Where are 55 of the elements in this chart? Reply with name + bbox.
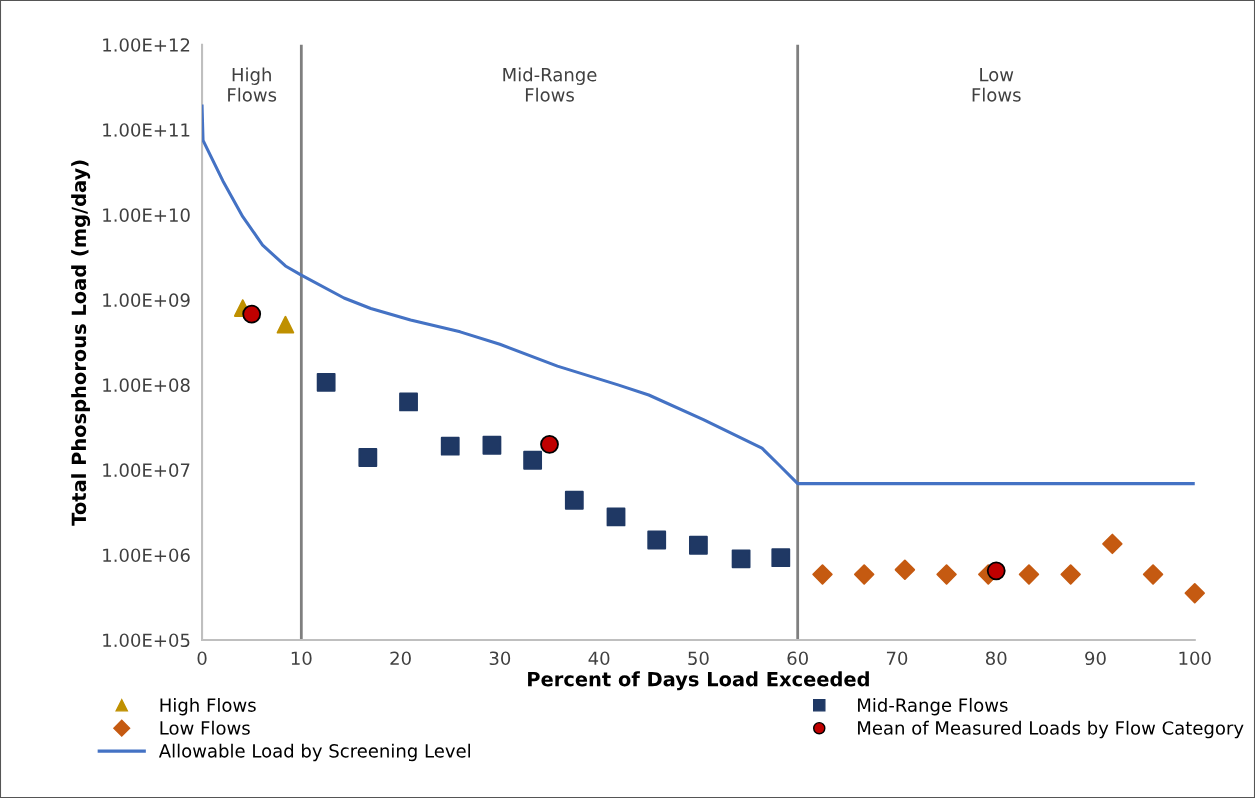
point bbox=[606, 507, 626, 527]
y-tick-label: 1.00E+10 bbox=[103, 208, 190, 222]
point bbox=[564, 490, 584, 510]
legend-label: Mean of Measured Loads by Flow Category bbox=[858, 720, 1244, 739]
legend-label: High Flows bbox=[160, 697, 256, 716]
point bbox=[316, 372, 336, 392]
x-tick-label: 50 bbox=[688, 651, 709, 666]
x-axis-title: Percent of Days Load Exceeded bbox=[528, 671, 869, 691]
x-tick-label: 0 bbox=[197, 651, 207, 666]
point bbox=[523, 450, 543, 470]
point bbox=[647, 530, 667, 550]
point bbox=[853, 564, 875, 585]
point bbox=[399, 392, 418, 412]
point bbox=[1102, 533, 1123, 555]
point bbox=[812, 564, 833, 585]
point bbox=[1060, 564, 1081, 585]
point bbox=[731, 549, 751, 569]
annotation: Mid-Range Flows bbox=[503, 67, 597, 102]
legend-label: Mid-Range Flows bbox=[858, 697, 1008, 716]
y-tick-label: 1.00E+12 bbox=[103, 38, 190, 52]
annotation: Low Flows bbox=[972, 68, 1021, 102]
x-tick-label: 80 bbox=[985, 651, 1007, 666]
point bbox=[936, 564, 957, 585]
point bbox=[482, 435, 502, 455]
y-tick-label: 1.00E+06 bbox=[103, 548, 190, 563]
legend-label: Allowable Load by Screening Level bbox=[158, 743, 470, 762]
line-series bbox=[202, 104, 1195, 486]
point bbox=[1018, 564, 1040, 585]
y-tick-label: 1.00E+11 bbox=[103, 123, 190, 137]
x-tick-label: 30 bbox=[489, 651, 511, 666]
point bbox=[276, 315, 295, 334]
y-tick-label: 1.00E+05 bbox=[103, 633, 190, 648]
x-tick-label: 60 bbox=[787, 651, 808, 666]
point bbox=[1142, 564, 1164, 585]
point bbox=[358, 448, 378, 467]
x-tick-label: 90 bbox=[1085, 651, 1106, 666]
x-tick-label: 20 bbox=[390, 651, 411, 666]
annotation: High Flows bbox=[228, 67, 277, 102]
point bbox=[440, 436, 460, 456]
point bbox=[242, 304, 262, 324]
point bbox=[771, 548, 791, 568]
y-tick-label: 1.00E+09 bbox=[103, 293, 190, 307]
y-axis-title: Total Phosphorous Load (mg/day) bbox=[71, 160, 91, 526]
point bbox=[894, 559, 916, 580]
point bbox=[1184, 582, 1205, 604]
point bbox=[540, 434, 559, 454]
y-tick-label: 1.00E+08 bbox=[103, 378, 190, 392]
y-tick-label: 1.00E+07 bbox=[103, 463, 190, 478]
x-tick-label: 100 bbox=[1179, 651, 1211, 666]
x-tick-label: 10 bbox=[291, 651, 312, 666]
legend-label: Low Flows bbox=[160, 720, 250, 735]
point bbox=[688, 535, 708, 555]
x-tick-label: 70 bbox=[886, 651, 908, 666]
point bbox=[986, 561, 1006, 581]
x-tick-label: 40 bbox=[588, 651, 610, 666]
